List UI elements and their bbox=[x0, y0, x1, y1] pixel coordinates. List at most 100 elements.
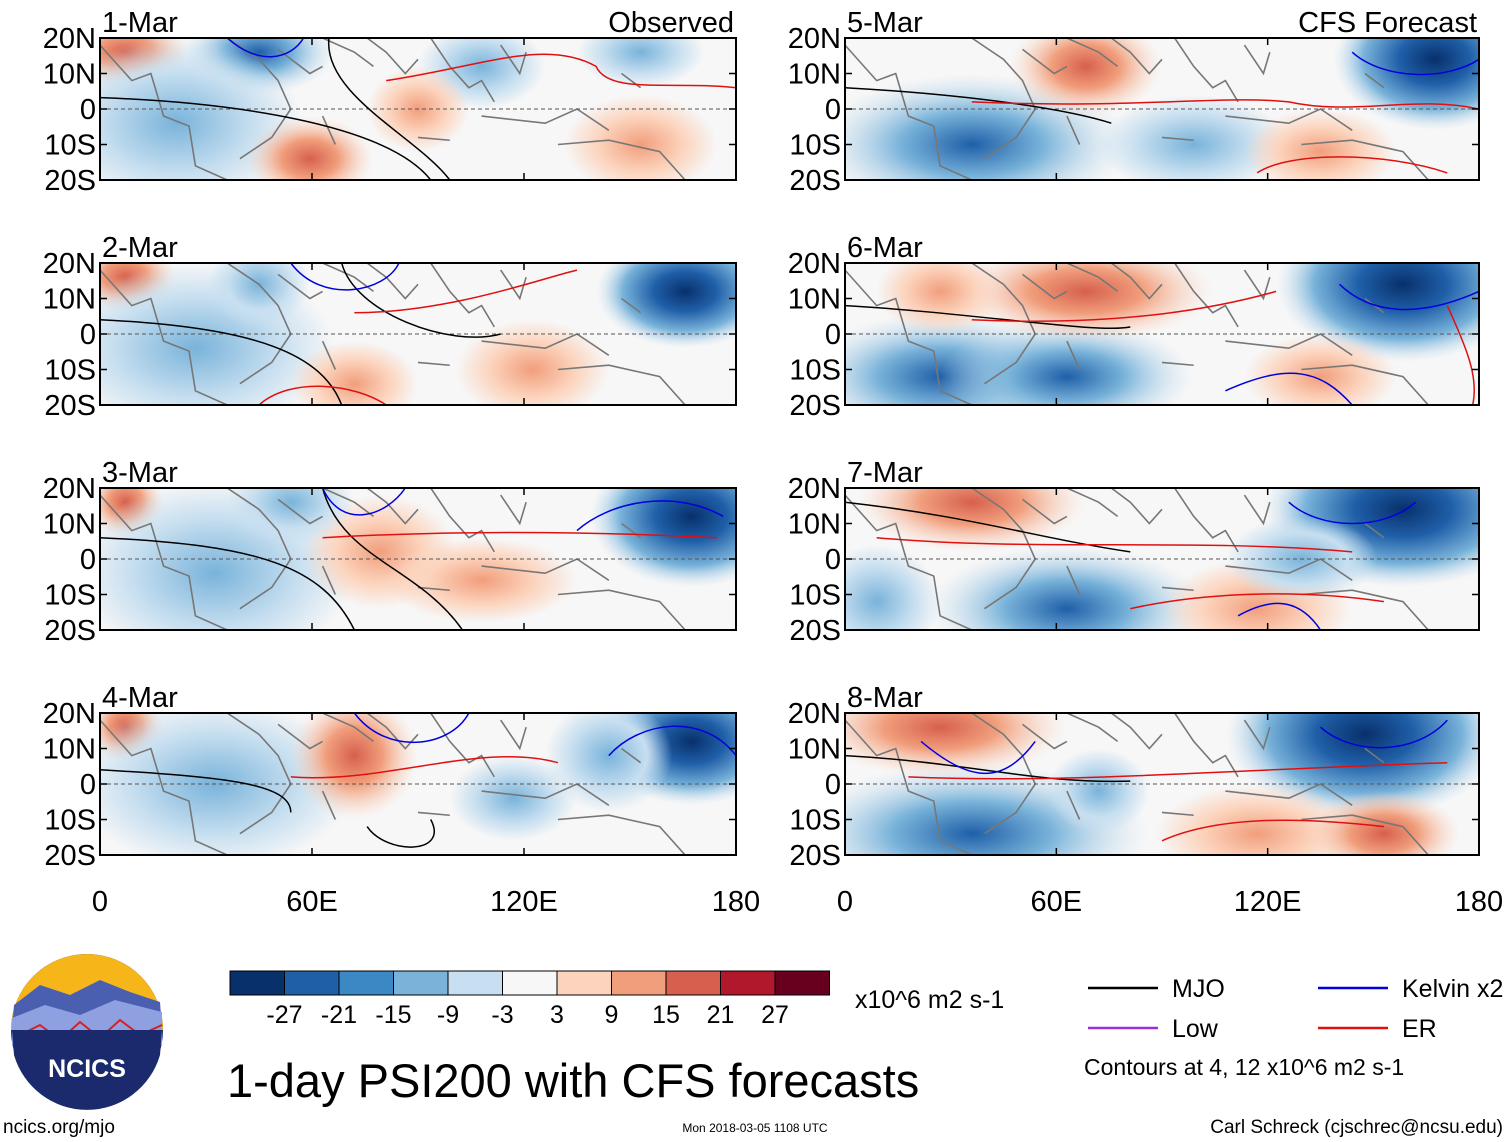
y-tick-label: 20N bbox=[788, 248, 841, 280]
contour-line bbox=[877, 538, 1352, 552]
colorbar-label: 27 bbox=[761, 1001, 789, 1029]
y-tick-label: 20S bbox=[789, 840, 841, 872]
y-tick-label: 20S bbox=[44, 840, 96, 872]
colorbar-swatch bbox=[556, 970, 612, 996]
colorbar-swatch bbox=[447, 970, 503, 996]
panel-date-label: 5-Mar bbox=[847, 7, 923, 39]
anomaly-blob bbox=[290, 713, 418, 820]
x-tick-label: 120E bbox=[490, 886, 558, 918]
y-tick-label: 10N bbox=[43, 284, 96, 316]
anomaly-blob bbox=[1155, 784, 1359, 855]
contour-line bbox=[100, 770, 291, 813]
colorbar-swatch bbox=[502, 970, 558, 996]
y-tick-label: 0 bbox=[80, 319, 96, 351]
logo-text: NCICS bbox=[48, 1055, 126, 1083]
y-tick-label: 20N bbox=[788, 698, 841, 730]
colorbar-swatch bbox=[720, 970, 776, 996]
anomaly-blob bbox=[1009, 38, 1162, 117]
panel-date-label: 3-Mar bbox=[102, 457, 178, 489]
contour-line bbox=[291, 757, 558, 778]
y-tick-label: 10N bbox=[788, 284, 841, 316]
contour-line bbox=[1257, 157, 1447, 173]
chart-title: 1-day PSI200 with CFS forecasts bbox=[227, 1054, 919, 1107]
anomaly-blob bbox=[246, 116, 374, 180]
x-tick-label: 0 bbox=[92, 886, 108, 918]
observed-title: Observed bbox=[608, 7, 734, 39]
x-tick-label: 180 bbox=[712, 886, 760, 918]
legend-label: Kelvin x2 bbox=[1402, 975, 1503, 1003]
x-tick-label: 60E bbox=[286, 886, 338, 918]
contour-line bbox=[972, 291, 1276, 321]
contour-line bbox=[1352, 52, 1479, 74]
contour-line bbox=[845, 502, 1130, 552]
y-tick-label: 10S bbox=[789, 355, 841, 387]
anomaly-blob bbox=[845, 544, 941, 630]
colorbar-label: 9 bbox=[605, 1001, 619, 1029]
contour-line bbox=[845, 756, 1130, 782]
coastline bbox=[845, 713, 1428, 855]
y-tick-label: 0 bbox=[825, 319, 841, 351]
anomaly-blob bbox=[564, 94, 717, 180]
y-tick-label: 20S bbox=[44, 390, 96, 422]
anomaly-blob bbox=[456, 319, 609, 405]
colorbar-label: 3 bbox=[550, 1001, 564, 1029]
contour-line bbox=[354, 713, 468, 742]
anomaly-blob bbox=[1307, 791, 1460, 855]
y-tick-label: 0 bbox=[80, 94, 96, 126]
anomaly-blob bbox=[577, 38, 705, 88]
colorbar-label: -15 bbox=[375, 1001, 411, 1029]
y-tick-label: 20N bbox=[43, 698, 96, 730]
contour-line bbox=[1289, 502, 1416, 523]
y-tick-label: 20S bbox=[44, 165, 96, 197]
anomaly-blob bbox=[227, 488, 355, 545]
anomaly-blob bbox=[1244, 109, 1397, 180]
colorbar-swatch bbox=[611, 970, 667, 996]
anomaly-blob bbox=[290, 341, 418, 405]
legend-label: MJO bbox=[1172, 975, 1225, 1003]
y-tick-label: 20N bbox=[788, 23, 841, 55]
anomaly-blob bbox=[589, 488, 736, 588]
y-tick-label: 20N bbox=[43, 248, 96, 280]
coastline bbox=[100, 713, 685, 855]
units-label: x10^6 m2 s-1 bbox=[855, 986, 1004, 1014]
coastline bbox=[100, 488, 685, 630]
y-tick-label: 20S bbox=[44, 615, 96, 647]
anomaly-blob bbox=[596, 263, 736, 349]
contour-line bbox=[323, 488, 406, 515]
y-tick-label: 20N bbox=[788, 473, 841, 505]
contour-line bbox=[1130, 594, 1384, 609]
anomaly-blob bbox=[1098, 94, 1289, 180]
y-tick-label: 10N bbox=[788, 734, 841, 766]
colorbar-label: -27 bbox=[266, 1001, 302, 1029]
coastline bbox=[845, 38, 1428, 180]
coastline bbox=[100, 38, 685, 180]
contour-line bbox=[354, 270, 577, 313]
contour-line bbox=[227, 38, 303, 57]
anomaly-blob bbox=[927, 544, 1207, 630]
y-tick-label: 10S bbox=[44, 355, 96, 387]
colorbar-label: 21 bbox=[707, 1001, 735, 1029]
colorbar-swatch bbox=[393, 970, 449, 996]
y-tick-label: 10N bbox=[43, 734, 96, 766]
contour-line bbox=[100, 538, 354, 630]
y-tick-label: 0 bbox=[825, 544, 841, 576]
colorbar-swatch bbox=[284, 970, 340, 996]
y-tick-label: 0 bbox=[825, 94, 841, 126]
legend-label: Low bbox=[1172, 1015, 1219, 1043]
contour-line bbox=[291, 263, 399, 290]
contour-line bbox=[342, 263, 501, 337]
y-tick-label: 10N bbox=[43, 509, 96, 541]
colorbar-swatch bbox=[338, 970, 394, 996]
panel-date-label: 1-Mar bbox=[102, 7, 178, 39]
forecast-title: CFS Forecast bbox=[1298, 7, 1477, 39]
contour-line bbox=[386, 54, 736, 87]
y-tick-label: 10S bbox=[789, 805, 841, 837]
contour-line bbox=[100, 98, 431, 180]
y-tick-label: 10S bbox=[789, 130, 841, 162]
contour-line bbox=[972, 100, 1479, 109]
y-tick-label: 20S bbox=[789, 615, 841, 647]
